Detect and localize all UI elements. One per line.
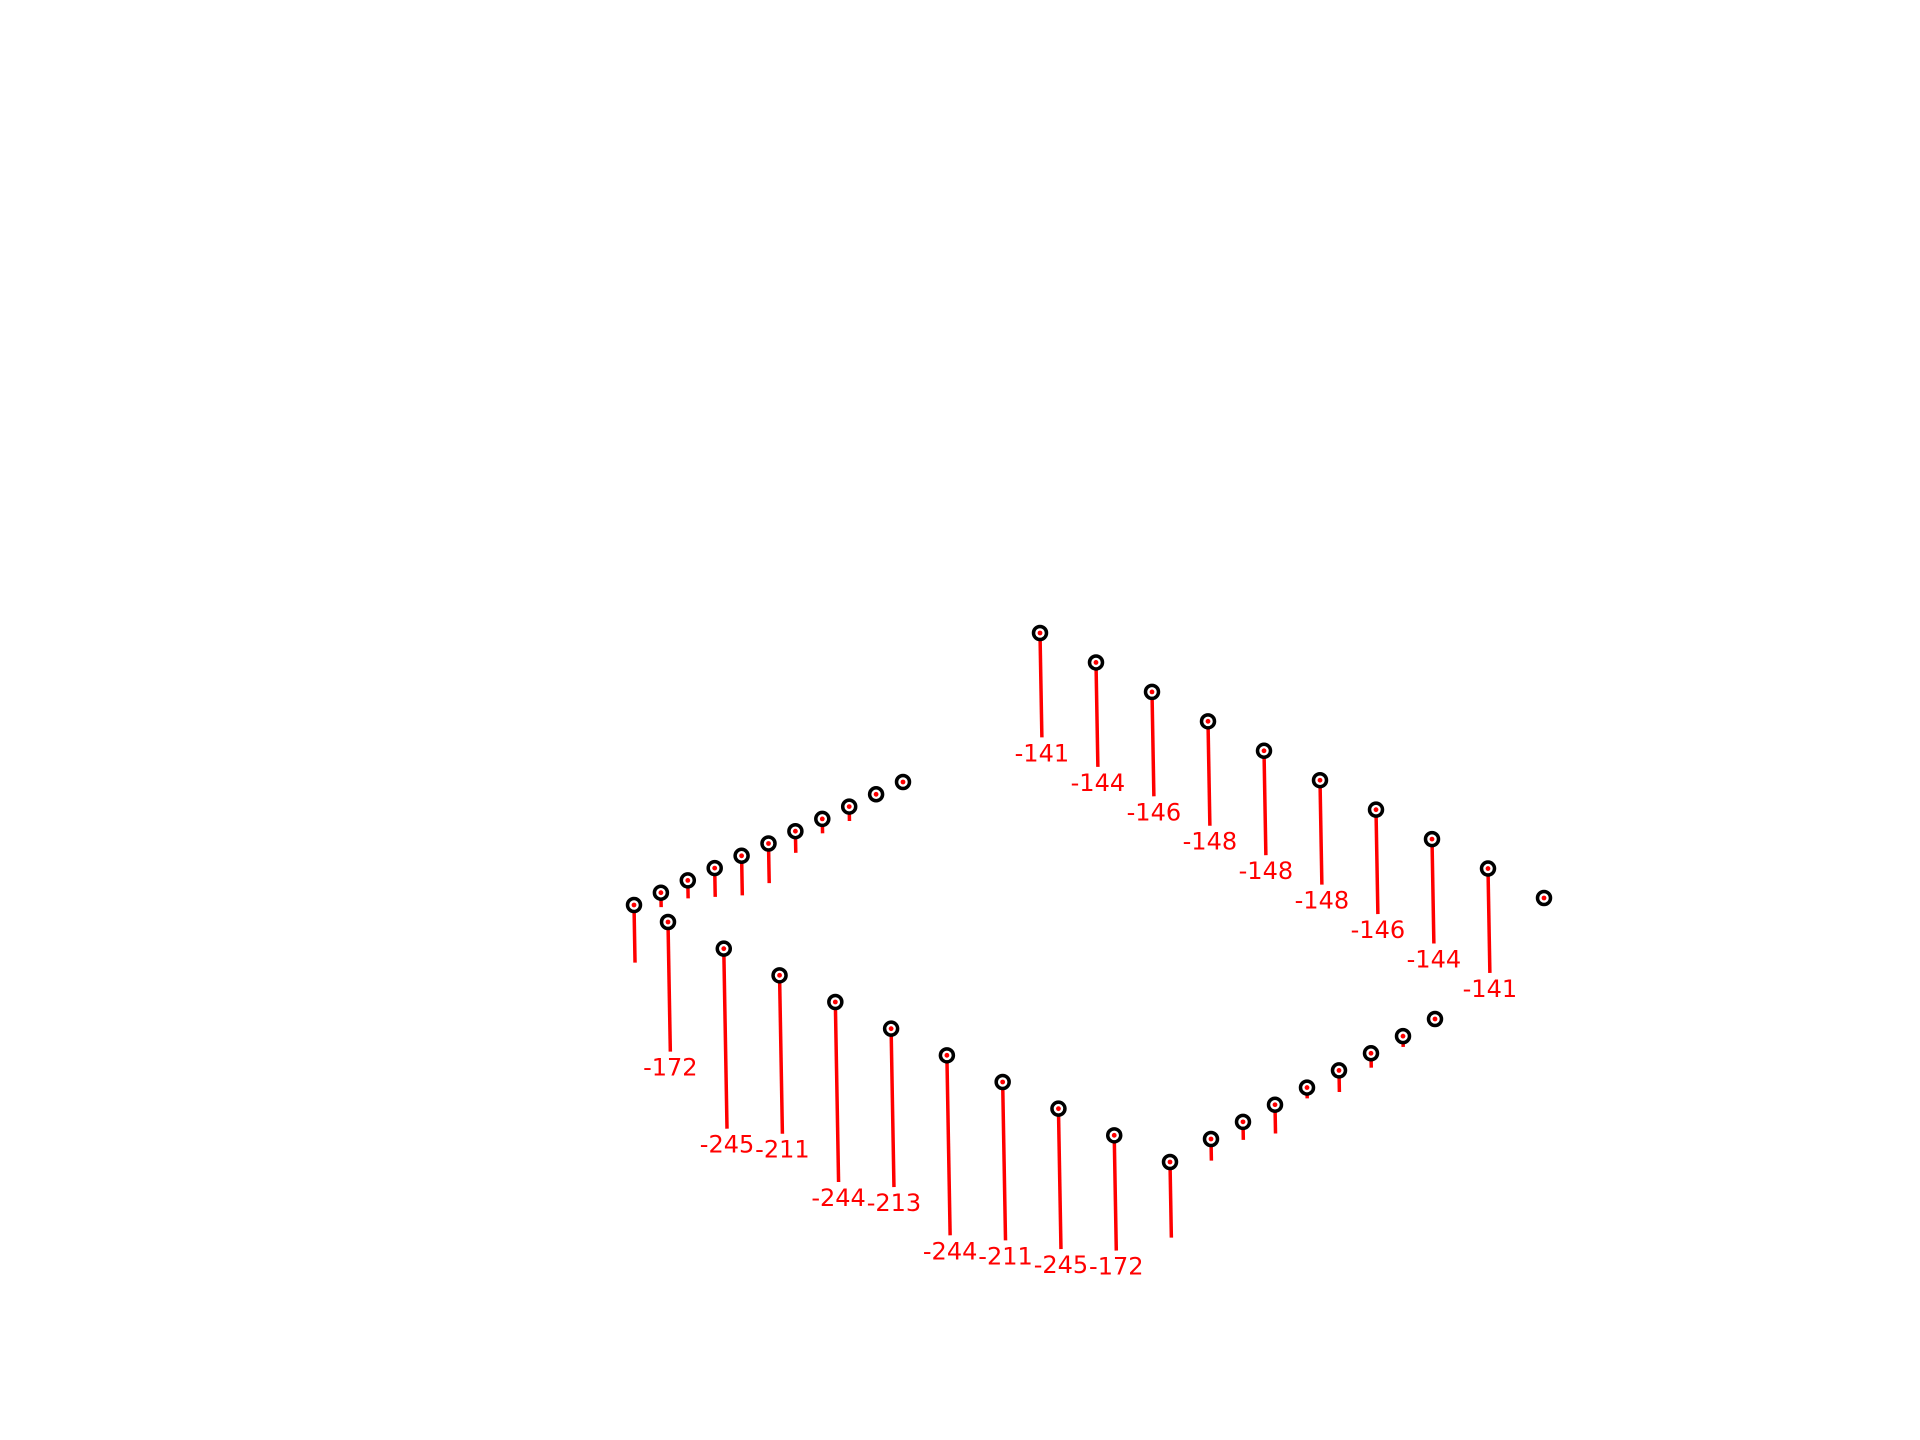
load-stem <box>1206 721 1212 826</box>
load-stem <box>1168 1161 1174 1238</box>
load-stem <box>889 1028 896 1188</box>
load-stem <box>777 975 785 1134</box>
load-stem <box>1374 809 1380 915</box>
point-marker-center <box>777 972 782 978</box>
load-stem <box>1056 1108 1063 1250</box>
load-stem <box>1430 839 1436 944</box>
point-marker-center <box>1240 1119 1246 1125</box>
force-label: -148 <box>1295 887 1349 915</box>
point-marker-center <box>1541 895 1547 901</box>
point-marker-center <box>658 890 664 896</box>
point-marker-center <box>873 791 879 797</box>
load-stem <box>833 1001 841 1183</box>
load-stem <box>1038 632 1044 738</box>
load-stem <box>945 1055 952 1236</box>
force-label: -211 <box>755 1136 809 1164</box>
point-marker-center <box>819 816 825 822</box>
point-marker-center <box>1208 1136 1214 1142</box>
force-label: -141 <box>1015 739 1069 767</box>
load-stem <box>722 948 729 1129</box>
point-marker-center <box>1485 866 1491 871</box>
force-label: -146 <box>1127 798 1181 826</box>
point-marker-center <box>1111 1132 1117 1138</box>
load-stem <box>1000 1081 1008 1241</box>
point-marker-center <box>1056 1106 1061 1112</box>
load-stem <box>1094 662 1100 767</box>
point-marker-center <box>1149 689 1155 695</box>
point-marker-center <box>900 779 906 785</box>
force-label: -144 <box>1071 769 1125 797</box>
force-label: -172 <box>643 1054 697 1082</box>
force-label: -172 <box>1089 1253 1143 1281</box>
point-marker-center <box>1037 630 1043 636</box>
point-marker-center <box>832 999 838 1005</box>
force-label: -148 <box>1239 857 1293 885</box>
point-marker-center <box>1205 718 1211 724</box>
load-stem <box>1486 868 1492 973</box>
point-marker-center <box>721 946 727 952</box>
load-stem <box>632 904 637 963</box>
point-marker-center <box>1429 836 1435 842</box>
point-marker-center <box>944 1052 950 1058</box>
markers-layer <box>625 624 1553 1171</box>
force-label: -245 <box>1034 1251 1088 1279</box>
load-stem <box>1318 780 1324 885</box>
point-marker-center <box>793 828 798 834</box>
force-label: -141 <box>1463 975 1517 1003</box>
point-marker-center <box>739 853 744 859</box>
point-marker-center <box>1261 748 1267 754</box>
point-marker-center <box>1304 1085 1310 1090</box>
point-marker-center <box>1000 1079 1006 1085</box>
point-marker-center <box>1167 1159 1173 1165</box>
point-marker-center <box>1432 1016 1438 1022</box>
force-label: -148 <box>1183 828 1237 856</box>
point-marker-center <box>1336 1068 1342 1073</box>
force-label: -146 <box>1351 916 1405 944</box>
point-marker-center <box>1368 1050 1374 1056</box>
point-marker-center <box>685 878 691 883</box>
point-marker-center <box>846 804 852 809</box>
point-marker-center <box>631 902 637 908</box>
force-label: -244 <box>923 1237 977 1265</box>
point-marker-center <box>712 865 718 871</box>
force-label: -211 <box>978 1242 1032 1270</box>
load-stem <box>666 921 673 1052</box>
point-marker-center <box>665 919 671 925</box>
force-label: -245 <box>700 1131 754 1159</box>
force-label: -213 <box>867 1189 921 1217</box>
point-marker-center <box>766 841 771 846</box>
force-label: -244 <box>811 1184 865 1212</box>
point-marker-center <box>1272 1102 1278 1108</box>
force-label: -144 <box>1407 946 1461 974</box>
labels-layer: -141-144-146-148-148-148-146-144-141-172… <box>643 739 1517 1280</box>
point-marker-center <box>1400 1033 1406 1039</box>
load-stem <box>1112 1135 1119 1251</box>
point-marker-center <box>1317 777 1323 783</box>
load-stem <box>1150 691 1156 797</box>
load-stem <box>1262 750 1268 856</box>
point-marker-center <box>888 1026 894 1032</box>
point-marker-center <box>1373 807 1379 813</box>
point-marker-center <box>1093 660 1099 665</box>
